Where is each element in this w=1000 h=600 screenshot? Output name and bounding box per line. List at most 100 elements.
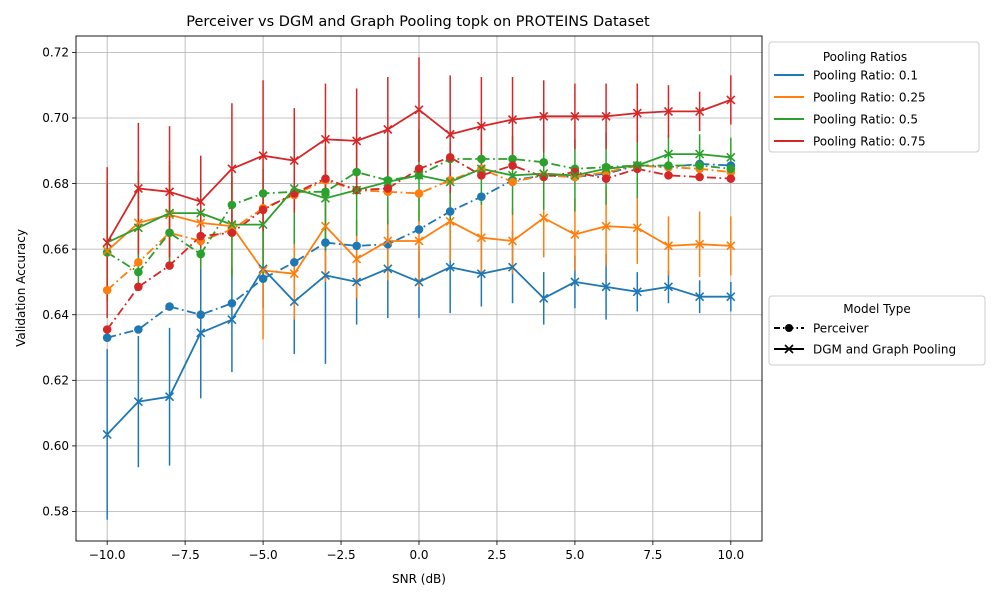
point-dgm-025 [632, 223, 642, 233]
point-dgm-075 [695, 106, 705, 116]
point-dgm-075 [102, 238, 112, 248]
point-perceiver-075 [165, 261, 174, 270]
point-dgm-05 [383, 177, 393, 187]
point-perceiver-075 [508, 161, 517, 170]
point-dgm-025 [102, 246, 112, 256]
point-dgm-075 [196, 197, 206, 207]
y-axis-label: Validation Accuracy [14, 229, 28, 347]
point-dgm-025 [507, 236, 518, 246]
point-dgm-025 [539, 213, 549, 223]
point-perceiver-075 [383, 184, 393, 193]
point-dgm-01 [414, 277, 424, 287]
point-perceiver-075 [102, 325, 112, 334]
point-dgm-075 [445, 129, 455, 139]
point-perceiver-05 [196, 249, 206, 259]
legend-pooling-entry: Pooling Ratio: 0.75 [774, 135, 926, 149]
point-dgm-01 [164, 392, 175, 402]
y-tick-label: 0.58 [42, 505, 69, 519]
point-dgm-01 [383, 264, 393, 274]
point-perceiver-01 [134, 325, 143, 334]
x-tick-label: 0.0 [409, 548, 428, 562]
point-perceiver-075 [227, 228, 237, 238]
legend-pooling-entry: Pooling Ratio: 0.25 [774, 91, 926, 105]
point-perceiver-075 [601, 174, 611, 183]
point-dgm-01 [196, 328, 206, 338]
point-perceiver-05 [383, 175, 393, 185]
point-perceiver-075 [664, 171, 673, 180]
point-perceiver-05 [664, 161, 673, 170]
point-dgm-05 [164, 208, 175, 218]
point-dgm-01 [445, 262, 455, 272]
point-dgm-05 [352, 185, 362, 195]
point-perceiver-05 [726, 164, 736, 174]
point-dgm-025 [383, 236, 393, 246]
point-dgm-05 [227, 219, 237, 230]
point-perceiver-01 [227, 298, 237, 308]
point-perceiver-05 [508, 154, 517, 164]
point-dgm-075 [507, 115, 518, 125]
x-tick-label: 5.0 [565, 548, 584, 562]
legend-pooling-title: Pooling Ratios [823, 50, 907, 64]
point-dgm-05 [570, 170, 580, 180]
point-dgm-01 [507, 262, 518, 272]
point-perceiver-05 [321, 187, 330, 197]
point-perceiver-01 [102, 333, 112, 342]
legend-model-entry: Perceiver [774, 322, 869, 336]
x-tick-label: −5.0 [249, 548, 278, 562]
legend-pooling-entry: Pooling Ratio: 0.1 [774, 69, 918, 83]
point-perceiver-01 [165, 302, 174, 311]
point-perceiver-01 [321, 238, 330, 247]
point-dgm-01 [601, 282, 611, 292]
legend-circle-marker [785, 324, 793, 332]
point-dgm-01 [539, 293, 549, 303]
point-perceiver-075 [477, 171, 486, 180]
point-perceiver-05 [352, 167, 361, 177]
point-dgm-025 [726, 241, 736, 251]
point-dgm-075 [383, 124, 393, 135]
point-perceiver-075 [134, 282, 143, 292]
point-dgm-01 [320, 270, 331, 280]
point-dgm-01 [258, 264, 268, 274]
point-perceiver-01 [196, 310, 206, 320]
point-perceiver-01 [414, 225, 424, 234]
point-perceiver-025 [414, 189, 424, 198]
legend-model-entry: DGM and Graph Pooling [774, 343, 956, 357]
point-perceiver-075 [258, 205, 268, 215]
point-dgm-075 [726, 95, 736, 105]
y-tick-label: 0.66 [42, 242, 69, 256]
point-dgm-05 [445, 177, 455, 187]
point-perceiver-025 [134, 257, 143, 267]
point-dgm-05 [632, 160, 642, 171]
legend-model-frame [768, 295, 986, 366]
point-perceiver-05 [258, 189, 268, 198]
x-tick-label: −10.0 [89, 548, 126, 562]
point-perceiver-01 [352, 241, 361, 251]
point-dgm-05 [196, 208, 206, 218]
axis-ticks: −10.0 −7.5 −5.0 −2.5 0.0 2.5 5.0 7.5 10.0 0.58 0.6… [42, 46, 744, 562]
point-perceiver-075 [445, 153, 455, 162]
point-dgm-075 [632, 108, 642, 118]
point-dgm-01 [632, 287, 642, 297]
point-perceiver-075 [196, 231, 206, 241]
point-perceiver-05 [134, 267, 143, 277]
point-dgm-025 [601, 221, 611, 231]
point-dgm-01 [476, 269, 486, 279]
legend-model-title: Model Type [843, 302, 910, 316]
point-dgm-075 [414, 105, 424, 115]
point-dgm-05 [663, 149, 674, 159]
point-perceiver-075 [695, 172, 704, 182]
legend-pooling-label: Pooling Ratio: 0.25 [813, 91, 926, 105]
point-dgm-05 [507, 170, 518, 180]
point-perceiver-01 [477, 192, 486, 201]
point-dgm-075 [352, 136, 362, 146]
point-perceiver-05 [102, 248, 112, 257]
point-dgm-05 [601, 164, 611, 174]
point-dgm-025 [476, 233, 486, 243]
point-perceiver-025 [102, 285, 112, 295]
y-tick-label: 0.60 [42, 439, 69, 453]
x-axis-label: SNR (dB) [392, 572, 446, 586]
point-dgm-025 [663, 241, 674, 251]
x-tick-label: −2.5 [326, 548, 355, 562]
point-dgm-025 [414, 236, 424, 246]
point-perceiver-01 [258, 274, 268, 283]
